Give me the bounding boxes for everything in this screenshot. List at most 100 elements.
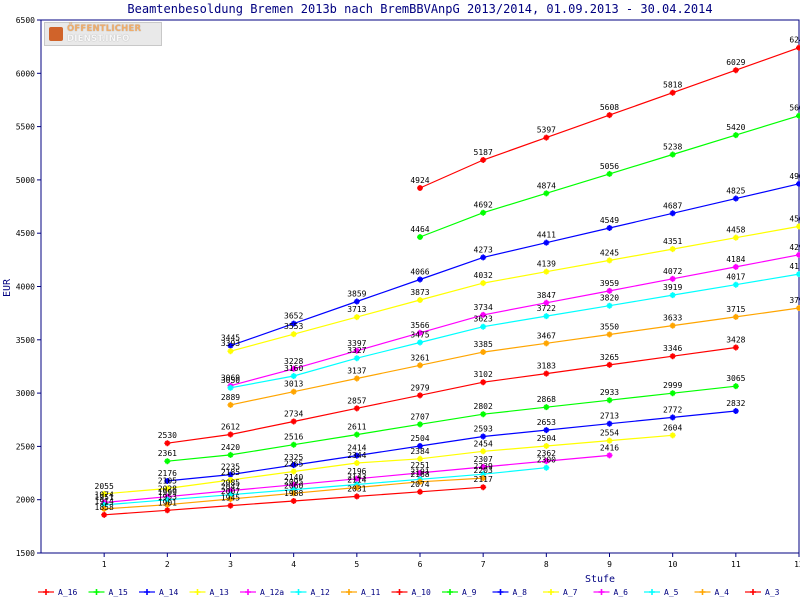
data-point: [101, 511, 108, 518]
legend-marker: [396, 589, 403, 595]
legend-label: A_5: [664, 588, 679, 597]
data-point: [480, 379, 487, 386]
y-tick-label: 2500: [16, 442, 35, 451]
data-point: [417, 362, 423, 369]
series-a-15: 4464 4692 4874 5056 5238 5420 5602: [410, 104, 800, 241]
data-label: 2612: [221, 422, 240, 431]
data-label: 2047: [221, 483, 240, 492]
data-label: 3050: [221, 376, 240, 385]
data-label: 4072: [663, 267, 682, 276]
data-point: [796, 223, 800, 230]
data-point: [606, 361, 613, 368]
data-point: [480, 448, 487, 455]
data-point: [543, 442, 550, 449]
legend-item: A_6: [593, 588, 629, 597]
data-point: [353, 460, 360, 467]
x-tick-label: 8: [544, 560, 549, 569]
data-label: 4032: [474, 271, 493, 280]
y-axis: 1500 2000 2500 3000 3500 4000 4500 5000 5500 6000…: [16, 16, 41, 558]
x-tick-label: 5: [354, 560, 359, 569]
data-point: [732, 195, 739, 202]
data-label: 3623: [474, 315, 493, 324]
legend-label: A_11: [361, 588, 380, 597]
data-label: 3385: [474, 340, 493, 349]
data-point: [353, 452, 360, 459]
data-label: 3397: [347, 339, 366, 348]
data-label: 2414: [347, 444, 366, 453]
data-label: 5397: [537, 126, 556, 135]
site-logo: ÖFFENTLICHER DIENST.INFO: [44, 22, 162, 46]
legend-item: A_4: [694, 588, 729, 597]
data-point: [417, 478, 423, 485]
data-label: 2307: [474, 455, 493, 464]
data-point: [417, 488, 423, 495]
data-point: [606, 112, 613, 119]
x-tick-label: 6: [418, 560, 423, 569]
data-label: 2117: [474, 475, 493, 484]
data-point: [606, 224, 613, 231]
data-point: [669, 89, 676, 96]
data-point: [101, 505, 108, 512]
data-point: [480, 209, 487, 216]
data-point: [101, 490, 108, 497]
series-layer: 4924 5187 5397 5608 5818 6029 6240 4464 4692 4874…: [95, 36, 800, 518]
data-point: [164, 507, 171, 514]
data-point: [227, 451, 234, 458]
data-point: [543, 370, 550, 377]
series-a-5: 1951 1999 2047 2095 2143 2191 2239 2300: [95, 456, 556, 508]
data-point: [164, 501, 171, 508]
data-point: [732, 408, 739, 415]
data-label: 2300: [537, 456, 556, 465]
data-point: [480, 323, 487, 330]
legend-label: A_10: [412, 588, 431, 597]
data-label: 6029: [726, 58, 745, 67]
data-label: 2384: [410, 447, 429, 456]
data-point: [290, 486, 297, 493]
data-label: 3873: [410, 288, 429, 297]
data-label: 2530: [158, 431, 177, 440]
data-label: 3013: [284, 380, 303, 389]
x-axis-label: Stufe: [585, 574, 615, 585]
data-label: 4411: [537, 231, 556, 240]
series-line: [230, 183, 800, 347]
data-label: 2999: [663, 381, 682, 390]
data-label: 5187: [474, 148, 493, 157]
data-label: 4692: [474, 201, 493, 210]
data-point: [732, 383, 739, 390]
data-point: [480, 484, 487, 491]
y-tick-label: 4500: [16, 229, 35, 238]
data-point: [543, 268, 550, 275]
data-label: 2095: [284, 478, 303, 487]
data-point: [543, 299, 550, 306]
data-label: 4458: [726, 226, 745, 235]
legend-label: A_16: [58, 588, 77, 597]
legend-marker: [93, 589, 100, 595]
data-label: 4825: [726, 187, 745, 196]
legend-label: A_6: [614, 588, 629, 597]
legend-item: A_12: [290, 588, 330, 597]
x-tick-label: 9: [607, 560, 612, 569]
data-point: [417, 297, 423, 304]
data-point: [543, 313, 550, 320]
data-label: 3550: [600, 322, 619, 331]
legend-label: A_14: [159, 588, 178, 597]
data-label: 1953: [158, 493, 177, 502]
data-point: [353, 481, 360, 488]
data-label: 1951: [95, 493, 114, 502]
data-label: 2325: [284, 453, 303, 462]
data-point: [417, 469, 423, 476]
legend-label: A_13: [210, 588, 229, 597]
data-label: 4184: [726, 255, 745, 264]
y-tick-label: 1500: [16, 549, 35, 558]
data-point: [164, 496, 171, 503]
data-point: [796, 112, 800, 119]
data-label: 2604: [663, 423, 682, 432]
legend-marker: [144, 589, 150, 595]
data-point: [417, 339, 423, 346]
data-point: [227, 476, 234, 483]
data-label: 1914: [95, 497, 114, 506]
data-label: 3633: [663, 314, 682, 323]
data-label: 3859: [347, 290, 366, 299]
series-line: [167, 346, 736, 444]
data-label: 3820: [600, 294, 619, 303]
